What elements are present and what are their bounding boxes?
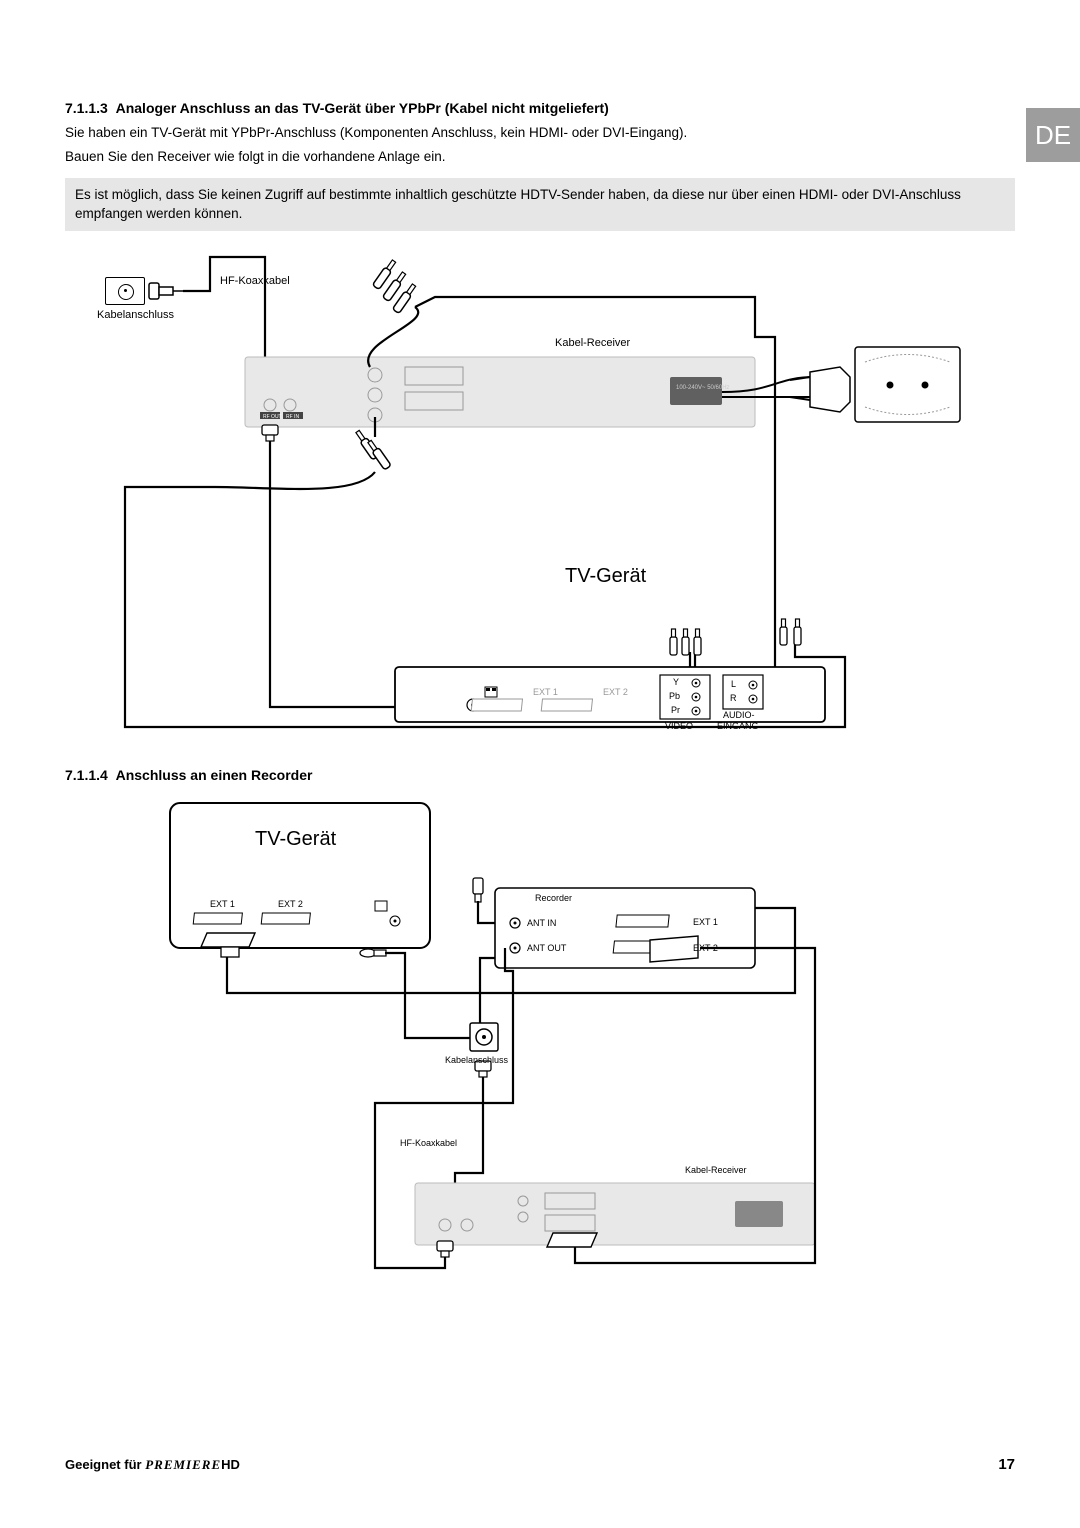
diagram-recorder: TV-Gerät EXT 1 EXT 2 Recorder ANT IN ANT… [75, 793, 975, 1273]
label-y: Y [673, 677, 679, 687]
label-eingang: EINGANG [717, 721, 759, 731]
section-heading-2: 7.1.1.4 Anschluss an einen Recorder [65, 767, 1015, 783]
label-ext2: EXT 2 [603, 687, 628, 697]
label-rec-ext1: EXT 1 [693, 917, 718, 927]
label-tv-ext2: EXT 2 [278, 899, 303, 909]
section-1-para-1: Sie haben ein TV-Gerät mit YPbPr-Anschlu… [65, 124, 1015, 142]
label-hf-koax: HF-Koaxkabel [220, 275, 290, 287]
label-ant-out: ANT OUT [527, 943, 566, 953]
footer-left: Geeignet für PREMIEREHD [65, 1457, 240, 1473]
label-video: VIDEO [665, 721, 693, 731]
language-badge: DE [1026, 108, 1080, 162]
label-rec-ext2: EXT 2 [693, 943, 718, 953]
label-pb: Pb [669, 691, 680, 701]
label-recorder: Recorder [535, 893, 572, 903]
section-1-note: Es ist möglich, dass Sie keinen Zugriff … [65, 178, 1015, 230]
section-title: Analoger Anschluss an das TV-Gerät über … [116, 100, 609, 116]
label-l: L [731, 679, 736, 689]
svg-text:RF OUT: RF OUT [263, 414, 282, 420]
wall-jack-icon [105, 277, 145, 305]
label-r: R [730, 693, 737, 703]
label-tv-ext1: EXT 1 [210, 899, 235, 909]
page-footer: Geeignet für PREMIEREHD 17 [65, 1456, 1015, 1473]
svg-text:100-240V~ 50/60Hz: 100-240V~ 50/60Hz [676, 385, 730, 391]
section-heading-1: 7.1.1.3 Analoger Anschluss an das TV-Ger… [65, 100, 1015, 116]
label-kabel-receiver-2: Kabel-Receiver [685, 1165, 747, 1175]
label-kabelanschluss-2: Kabelanschluss [445, 1055, 508, 1065]
label-hf-koax-2: HF-Koaxkabel [400, 1138, 457, 1148]
label-tv-geraet-2: TV-Gerät [255, 828, 336, 851]
section-title-2: Anschluss an einen Recorder [116, 767, 313, 783]
footer-prefix: Geeignet für [65, 1457, 142, 1472]
label-kabelanschluss: Kabelanschluss [97, 309, 174, 321]
section-number-2: 7.1.1.4 [65, 767, 108, 783]
page-content: 7.1.1.3 Analoger Anschluss an das TV-Ger… [65, 100, 1015, 1273]
label-ant-in: ANT IN [527, 918, 556, 928]
footer-hd: HD [221, 1457, 240, 1472]
label-kabel-receiver: Kabel-Receiver [555, 337, 630, 349]
label-ext1: EXT 1 [533, 687, 558, 697]
label-tv-geraet: TV-Gerät [565, 565, 646, 588]
svg-text:RF IN: RF IN [286, 414, 299, 420]
diagram-ypbpr: RF OUT RF IN 100-240V~ 50/60Hz [75, 247, 975, 747]
label-pr: Pr [671, 705, 680, 715]
page-number: 17 [998, 1456, 1015, 1473]
section-number: 7.1.1.3 [65, 100, 108, 116]
section-1-para-2: Bauen Sie den Receiver wie folgt in die … [65, 148, 1015, 166]
label-audio: AUDIO- [723, 710, 755, 720]
footer-brand: PREMIERE [145, 1457, 221, 1472]
